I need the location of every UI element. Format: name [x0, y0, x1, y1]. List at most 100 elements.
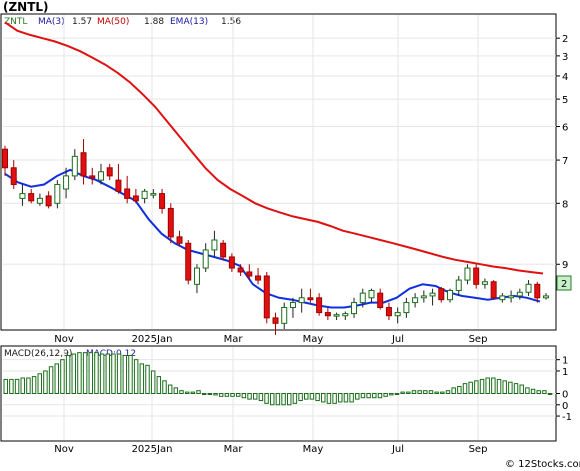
x-axis-bottom: Nov 2025Jan Mar May Jul Sep	[54, 444, 487, 455]
candle-body	[438, 288, 445, 301]
x-tick-label: May	[303, 334, 324, 345]
macd-bar	[94, 352, 99, 394]
macd-bar	[196, 390, 201, 395]
price-ytick-label: 5	[562, 95, 568, 106]
last-price-box	[556, 275, 572, 291]
candle-body	[490, 281, 497, 299]
candle-body	[508, 295, 515, 299]
macd-bar	[411, 390, 417, 395]
price-gridlines	[3, 15, 556, 329]
macd-bar	[457, 385, 462, 395]
macd-bar	[542, 390, 547, 395]
candle-body	[80, 152, 87, 177]
macd-bar	[269, 393, 275, 406]
macd-bar	[445, 390, 451, 395]
macd-bar	[20, 377, 25, 394]
macd-bar	[207, 393, 213, 395]
macd-bar	[190, 391, 196, 395]
macd-bar	[519, 384, 524, 394]
macd-bar	[252, 393, 258, 400]
macd-bar	[383, 393, 388, 397]
candle-body	[359, 292, 366, 304]
last-price-label: 2	[561, 279, 567, 290]
price-ytick-label: 8	[562, 199, 568, 210]
candle-body	[167, 207, 174, 238]
candle-body	[237, 267, 244, 273]
last-price-marker: 2	[556, 275, 572, 291]
macd-bar	[479, 378, 485, 394]
macd-bar	[417, 390, 422, 395]
legend-ema13: EMA(13)	[170, 17, 208, 27]
macd-bar	[26, 377, 31, 394]
candle-body	[71, 155, 78, 177]
macd-bar	[298, 393, 303, 402]
macd-bar	[99, 353, 105, 394]
macd-bar	[264, 393, 269, 404]
candle-body	[193, 267, 200, 285]
legend-ma50-value: 1.88	[144, 17, 164, 27]
macd-bar	[43, 370, 48, 395]
macd-bar	[230, 393, 235, 397]
macd-bar	[309, 393, 315, 400]
candle-body	[429, 292, 436, 297]
macd-bar	[133, 359, 139, 395]
macd-bar	[536, 390, 541, 395]
macd-bar	[355, 393, 360, 400]
macd-bar	[406, 391, 411, 395]
macd-bar	[321, 393, 326, 403]
macd-bar	[513, 383, 519, 394]
x-tick-label: Mar	[224, 334, 244, 345]
candle-body	[185, 242, 192, 281]
macd-bar	[423, 390, 428, 395]
macd-bar	[139, 363, 145, 394]
macd-bar	[201, 393, 207, 395]
x-tick-label: Jul	[391, 334, 404, 345]
macd-ytick-label: 1	[562, 356, 568, 367]
macd-bar	[122, 354, 128, 395]
legend-ma3-value: 1.57	[72, 17, 92, 27]
price-ytick-label: 3	[562, 52, 568, 63]
candle-body	[159, 193, 166, 209]
macd-bar	[31, 376, 37, 395]
candle-body	[473, 267, 480, 285]
macd-bar	[235, 393, 241, 397]
legend-ma50: MA(50)	[97, 17, 129, 27]
price-ytick-label: 4	[562, 72, 568, 83]
candle-body	[368, 289, 375, 299]
candle-body	[447, 289, 454, 301]
macd-bar	[179, 390, 184, 395]
candle-body	[464, 267, 471, 281]
macd-bar	[400, 391, 405, 395]
macd-bar	[502, 380, 507, 394]
price-ytick-label: 9	[562, 260, 568, 271]
candle-body	[10, 167, 17, 185]
candle-body	[543, 295, 549, 299]
x-tick-label: 2025Jan	[132, 444, 173, 455]
macd-bar	[440, 391, 445, 395]
x-tick-label: Sep	[469, 444, 488, 455]
macd-bar	[434, 391, 439, 395]
candle-body	[97, 171, 104, 181]
macd-bar	[213, 393, 218, 396]
macd-bar	[315, 393, 320, 402]
macd-bar	[162, 380, 167, 394]
candle-body	[141, 190, 148, 199]
candle-body	[176, 236, 183, 244]
candle-body	[124, 188, 131, 199]
candle-body	[246, 271, 253, 277]
x-tick-label: Jul	[391, 444, 404, 455]
price-y-axis: 9 8 7 6 5 4 3 2	[556, 34, 568, 271]
candle-body	[115, 179, 122, 192]
candle-body	[132, 195, 139, 202]
candle-body	[263, 275, 270, 319]
candle-body	[316, 297, 323, 314]
x-tick-label: May	[303, 444, 324, 455]
candle-body	[377, 292, 384, 308]
macd-bar	[496, 378, 502, 394]
price-ytick-label: 6	[562, 123, 568, 134]
macd-bar	[530, 388, 536, 395]
candle-body	[333, 314, 340, 317]
